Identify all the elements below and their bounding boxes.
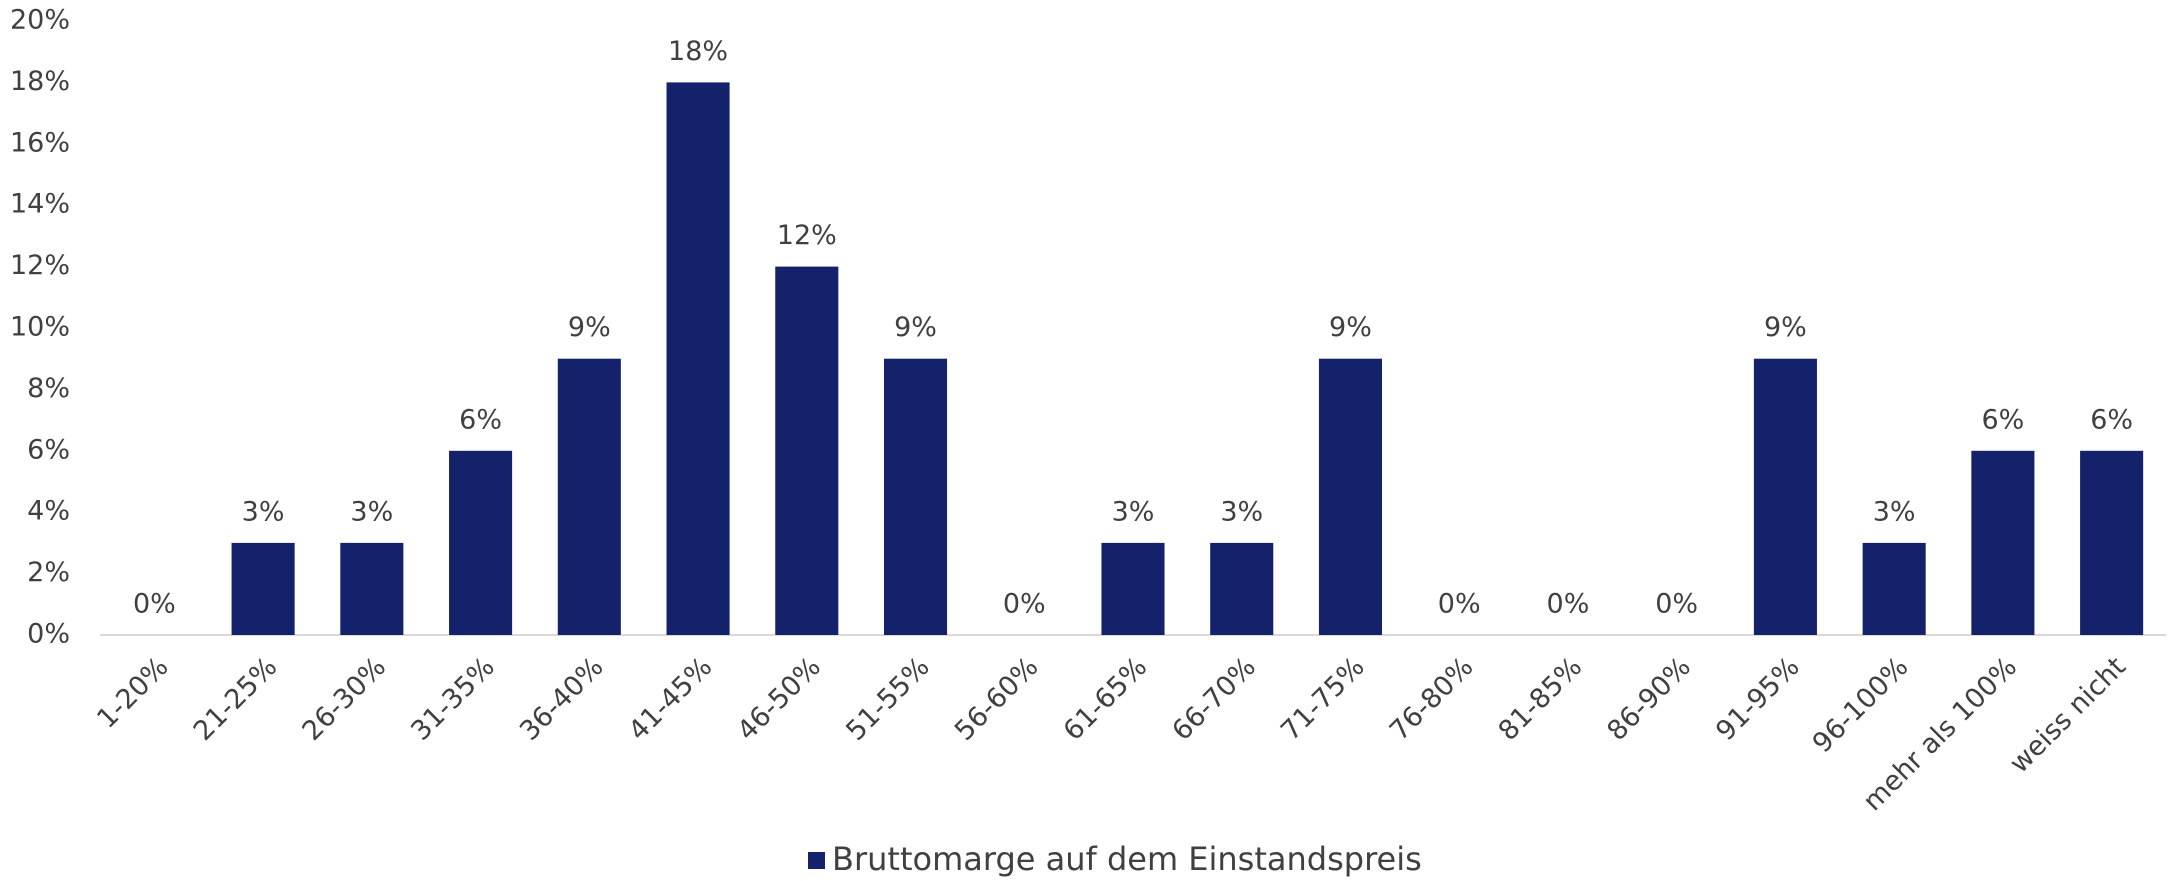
bar: [1862, 542, 1926, 635]
bar: [449, 450, 513, 635]
data-label: 3%: [1112, 496, 1155, 527]
data-label: 9%: [1764, 312, 1807, 343]
data-label: 6%: [1981, 404, 2024, 435]
bar: [1971, 450, 2035, 635]
y-tick-label: 20%: [10, 5, 70, 36]
data-label: 3%: [1873, 496, 1916, 527]
legend-label: Bruttomarge auf dem Einstandspreis: [832, 840, 1422, 878]
x-tick-label: 96-100%: [1807, 651, 1915, 759]
data-label: 0%: [1655, 589, 1698, 620]
x-tick-label: 61-65%: [1058, 651, 1154, 747]
y-tick-label: 8%: [27, 373, 70, 404]
y-tick-label: 12%: [10, 250, 70, 281]
x-tick-label: 56-60%: [949, 651, 1045, 747]
data-label: 3%: [1220, 496, 1263, 527]
data-label: 0%: [1547, 589, 1590, 620]
x-tick-label: 76-80%: [1384, 651, 1480, 747]
bar: [883, 358, 948, 635]
data-label: 9%: [1329, 312, 1372, 343]
x-tick-label: 1-20%: [91, 651, 174, 734]
x-tick-label: 71-75%: [1275, 651, 1371, 747]
data-label: 12%: [777, 220, 837, 251]
bar: [340, 542, 404, 635]
data-label: 0%: [1003, 589, 1046, 620]
data-label: 9%: [894, 312, 937, 343]
bar: [1210, 542, 1274, 635]
y-tick-label: 0%: [27, 619, 70, 650]
x-tick-label: 31-35%: [405, 651, 501, 747]
x-tick-label: 41-45%: [623, 651, 719, 747]
data-label: 6%: [459, 404, 502, 435]
y-tick-label: 18%: [10, 66, 70, 97]
bar: [231, 542, 295, 635]
legend-swatch: [808, 852, 825, 869]
data-label: 0%: [133, 589, 176, 620]
bar: [557, 358, 621, 635]
y-tick-label: 2%: [27, 557, 70, 588]
data-label: 18%: [668, 36, 728, 67]
y-tick-label: 10%: [10, 312, 70, 343]
data-label: 3%: [242, 496, 285, 527]
data-label: 3%: [350, 496, 393, 527]
x-tick-label: 46-50%: [731, 651, 827, 747]
y-tick-label: 4%: [27, 496, 70, 527]
x-tick-label: 26-30%: [297, 651, 393, 747]
bar: [1101, 542, 1165, 635]
data-label: 9%: [568, 312, 611, 343]
y-tick-label: 16%: [10, 127, 70, 158]
bar: [666, 82, 730, 635]
y-tick-label: 6%: [27, 434, 70, 465]
bar: [1753, 358, 1817, 635]
x-tick-label: 81-85%: [1493, 651, 1589, 747]
data-label: 0%: [1438, 589, 1481, 620]
x-tick-label: weiss nicht: [2004, 651, 2132, 779]
bar: [1318, 358, 1383, 635]
x-tick-label: 66-70%: [1166, 651, 1262, 747]
bar: [2080, 450, 2144, 635]
x-tick-label: 36-40%: [514, 651, 610, 747]
x-tick-label: 91-95%: [1710, 651, 1806, 747]
x-tick-label: 51-55%: [840, 651, 936, 747]
x-tick-label: 86-90%: [1601, 651, 1697, 747]
bar: [775, 266, 839, 635]
x-tick-label: 21-25%: [188, 651, 284, 747]
data-label: 6%: [2090, 404, 2133, 435]
y-tick-label: 14%: [10, 189, 70, 220]
